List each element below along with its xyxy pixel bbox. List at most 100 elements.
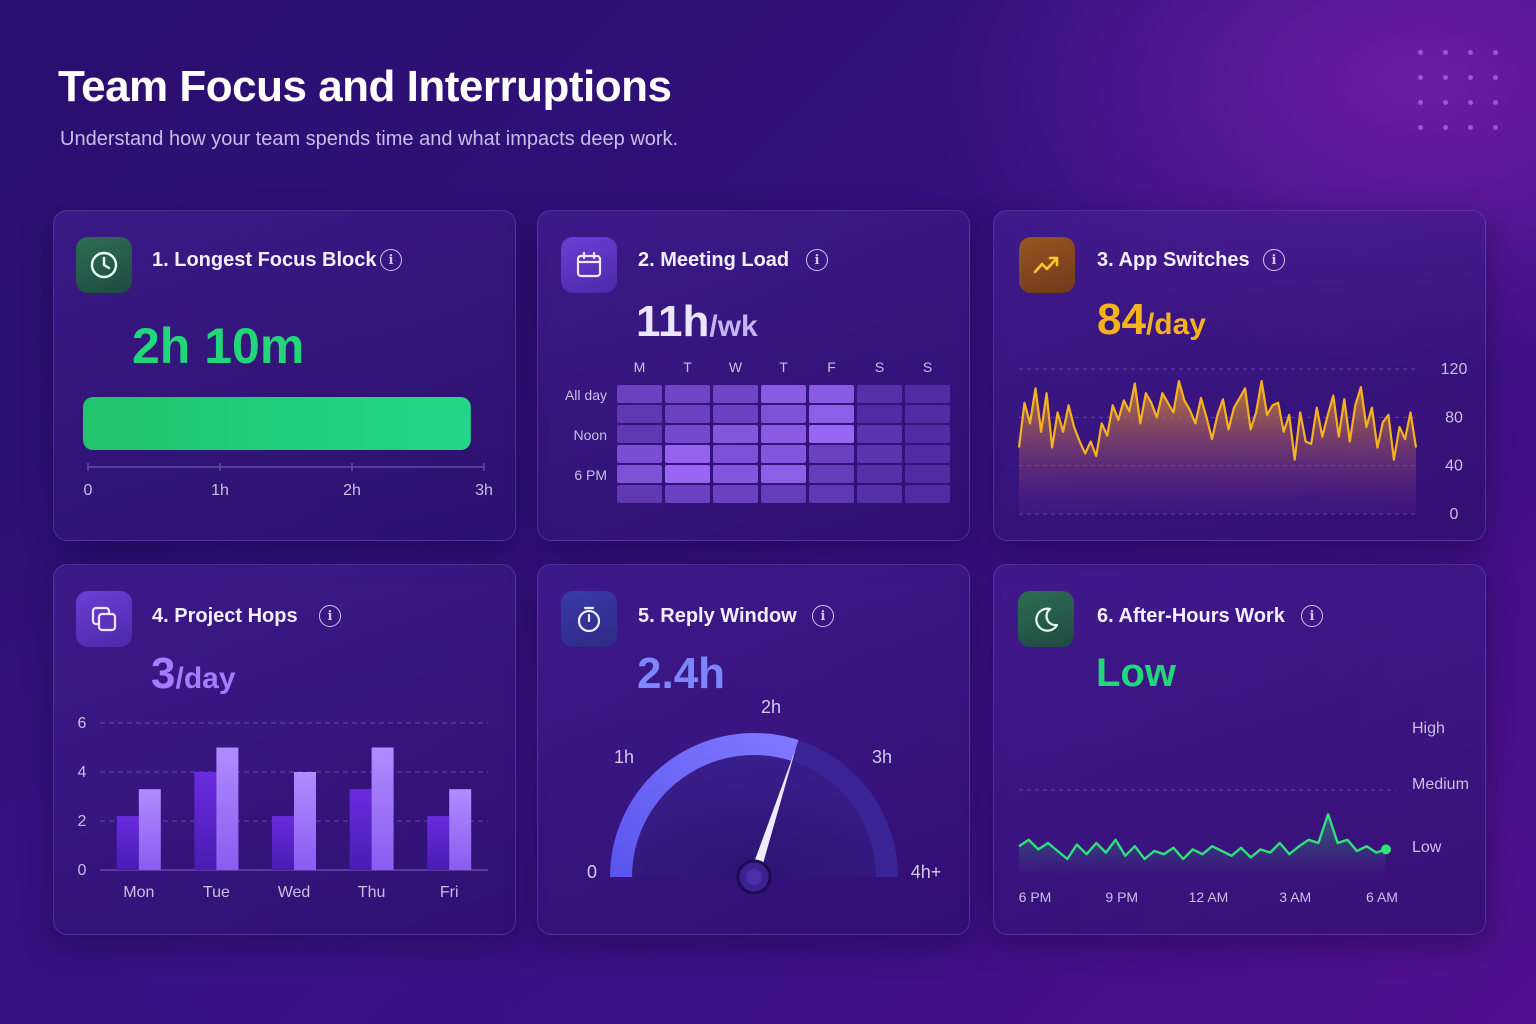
bar xyxy=(349,789,372,870)
heatmap-cell xyxy=(857,385,902,403)
heatmap-cell xyxy=(905,405,950,423)
heatmap-cell xyxy=(857,405,902,423)
x-tick-label: 1h xyxy=(211,482,229,499)
column-label: S xyxy=(875,359,884,375)
x-tick-label: 2h xyxy=(343,482,361,499)
column-label: S xyxy=(923,359,932,375)
heatmap-cell xyxy=(617,425,662,443)
heatmap-cell xyxy=(713,405,758,423)
gauge-label: 4h+ xyxy=(911,862,942,882)
y-tick-label: 4 xyxy=(78,764,87,781)
x-tick-label: 6 AM xyxy=(1366,889,1398,905)
decorative-dot xyxy=(1418,100,1423,105)
bar xyxy=(216,747,239,870)
decorative-dot xyxy=(1418,75,1423,80)
bar xyxy=(116,816,139,870)
series-line xyxy=(1018,812,1387,861)
bar xyxy=(449,789,472,870)
gauge-hub-center xyxy=(746,869,762,885)
heatmap-cell xyxy=(713,425,758,443)
info-icon[interactable]: i xyxy=(806,249,828,271)
heatmap-cell xyxy=(905,385,950,403)
column-label: F xyxy=(827,359,836,375)
last-point-marker xyxy=(1381,844,1391,855)
heatmap-cell xyxy=(665,405,710,423)
heatmap-cell xyxy=(809,405,854,423)
heatmap-cell xyxy=(905,445,950,463)
heatmap-cell xyxy=(857,485,902,503)
x-tick-label: 6 PM xyxy=(1019,889,1052,905)
reply-gauge: 0 1h 2h 3h 4h+ xyxy=(587,697,942,895)
card-title: 2. Meeting Load xyxy=(638,249,790,271)
decorative-dot-grid xyxy=(1418,50,1508,134)
heatmap-cell xyxy=(905,425,950,443)
card-title: 4. Project Hops xyxy=(152,605,298,627)
trending-up-icon xyxy=(1019,237,1075,293)
gauge-label: 0 xyxy=(587,862,597,882)
heatmap-cell xyxy=(713,445,758,463)
heatmap-cell xyxy=(761,485,806,503)
column-label: W xyxy=(729,359,743,375)
y-tick-label: 80 xyxy=(1445,409,1463,426)
reply-value: 2.4h xyxy=(637,649,726,698)
afterhours-value: Low xyxy=(1096,651,1176,695)
card-title: 5. Reply Window xyxy=(638,605,797,627)
heatmap-cell xyxy=(617,485,662,503)
heatmap-cell xyxy=(617,465,662,483)
meeting-value: 11h/wk xyxy=(636,297,758,346)
row-label: All day xyxy=(565,387,607,403)
decorative-dot xyxy=(1468,125,1473,130)
x-tick-label: Wed xyxy=(278,884,311,901)
heatmap-cell xyxy=(857,425,902,443)
card-longest-focus-block: 1. Longest Focus Block i 2h 10m 0 1h 2h 3h xyxy=(53,210,516,541)
heatmap-cell xyxy=(713,485,758,503)
decorative-dot xyxy=(1443,75,1448,80)
heatmap-cell xyxy=(617,445,662,463)
y-tick-label: Low xyxy=(1412,839,1442,856)
heatmap-cell xyxy=(809,385,854,403)
app-switches-area-chart: 120 80 40 0 xyxy=(1017,361,1468,523)
decorative-dot xyxy=(1418,50,1423,55)
column-label: T xyxy=(683,359,692,375)
decorative-dot xyxy=(1493,100,1498,105)
card-title: 1. Longest Focus Block xyxy=(152,249,377,271)
calendar-icon xyxy=(561,237,617,293)
page-title: Team Focus and Interruptions xyxy=(58,62,672,111)
column-label: T xyxy=(779,359,788,375)
heatmap-cell xyxy=(761,445,806,463)
info-icon[interactable]: i xyxy=(1263,249,1285,271)
heatmap-cell xyxy=(809,425,854,443)
heatmap-cell xyxy=(761,405,806,423)
focus-bar xyxy=(83,397,471,450)
area-fill xyxy=(1019,814,1386,875)
heatmap-cell xyxy=(713,385,758,403)
heatmap-cell xyxy=(761,385,806,403)
x-tick-label: 0 xyxy=(84,482,93,499)
heatmap-cell xyxy=(809,445,854,463)
info-icon[interactable]: i xyxy=(1301,605,1323,627)
y-tick-label: 0 xyxy=(1450,506,1459,523)
decorative-dot xyxy=(1468,100,1473,105)
heatmap-cell xyxy=(857,445,902,463)
y-tick-label: 2 xyxy=(78,813,87,830)
heatmap-cell xyxy=(665,425,710,443)
heatmap-cell xyxy=(761,425,806,443)
info-icon[interactable]: i xyxy=(812,605,834,627)
card-after-hours-work: 6. After-Hours Work i Low High Medium Low 6… xyxy=(993,564,1486,935)
series-line xyxy=(1017,380,1418,461)
windows-icon xyxy=(76,591,132,647)
card-reply-window: 5. Reply Window i 2.4h 0 1h 2h 3h 4h+ xyxy=(537,564,970,935)
info-icon[interactable]: i xyxy=(319,605,341,627)
stopwatch-icon xyxy=(561,591,617,647)
focus-bar-chart: 0 1h 2h 3h xyxy=(83,397,493,499)
card-project-hops: 4. Project Hops i 3/day 6 4 2 0 Mon Tue Wed Thu… xyxy=(53,564,516,935)
y-tick-label: 40 xyxy=(1445,458,1463,475)
decorative-dot xyxy=(1443,50,1448,55)
heatmap-cell xyxy=(665,445,710,463)
decorative-dot xyxy=(1468,50,1473,55)
info-icon[interactable]: i xyxy=(380,249,402,271)
y-tick-label: 120 xyxy=(1441,361,1468,378)
decorative-dot xyxy=(1493,125,1498,130)
heatmap-cell xyxy=(713,465,758,483)
decorative-dot xyxy=(1443,100,1448,105)
